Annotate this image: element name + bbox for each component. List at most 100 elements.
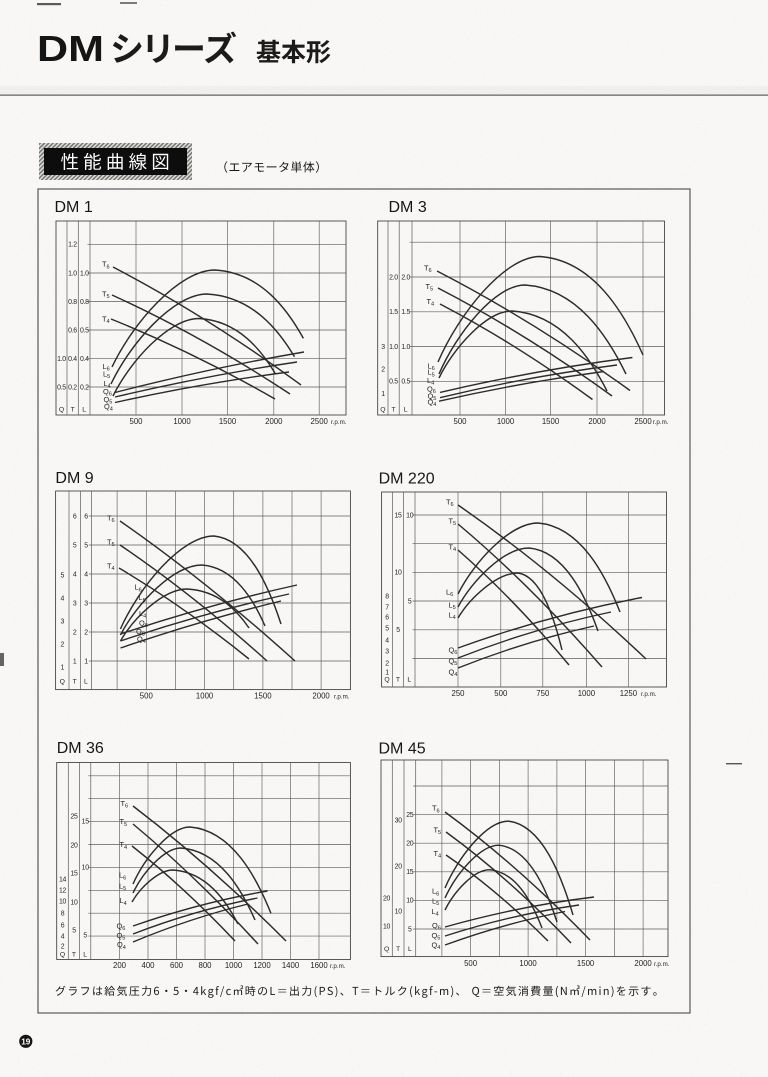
svg-text:Q: Q [380, 407, 385, 414]
svg-text:0.8: 0.8 [68, 299, 77, 306]
svg-text:30: 30 [395, 817, 403, 824]
svg-text:2: 2 [73, 629, 77, 636]
svg-text:2.0: 2.0 [389, 274, 398, 281]
svg-text:5: 5 [385, 625, 389, 632]
svg-text:T6: T6 [446, 498, 454, 509]
svg-text:L4: L4 [104, 379, 111, 390]
svg-text:1.0: 1.0 [401, 344, 410, 351]
svg-text:Q5: Q5 [136, 627, 145, 638]
svg-text:8: 8 [385, 593, 389, 600]
svg-text:4: 4 [385, 637, 389, 644]
svg-text:20: 20 [383, 895, 391, 902]
svg-text:Q: Q [60, 952, 65, 959]
svg-text:T: T [72, 952, 76, 959]
svg-text:L6: L6 [119, 871, 126, 882]
svg-text:L4: L4 [427, 376, 434, 387]
svg-text:3: 3 [84, 600, 88, 607]
svg-text:1000: 1000 [196, 692, 214, 701]
svg-text:2000: 2000 [312, 692, 330, 701]
svg-text:500: 500 [453, 417, 467, 426]
svg-text:15: 15 [406, 869, 414, 876]
svg-text:T: T [396, 946, 400, 953]
svg-text:1500: 1500 [577, 959, 595, 968]
svg-text:r.p.m.: r.p.m. [330, 963, 346, 970]
svg-text:L6: L6 [428, 362, 435, 373]
svg-text:10: 10 [383, 923, 391, 930]
svg-text:0.2: 0.2 [68, 384, 77, 391]
svg-text:r.p.m.: r.p.m. [334, 694, 350, 701]
svg-text:Q: Q [384, 677, 389, 684]
svg-text:1500: 1500 [542, 417, 560, 426]
svg-text:0.4: 0.4 [68, 356, 77, 363]
svg-text:T4: T4 [427, 297, 435, 308]
svg-text:25: 25 [406, 812, 414, 819]
svg-text:L: L [408, 946, 412, 953]
svg-text:10: 10 [394, 570, 402, 577]
svg-text:5: 5 [84, 542, 88, 549]
svg-text:L5: L5 [432, 897, 439, 908]
svg-text:10: 10 [395, 908, 403, 915]
svg-text:10: 10 [70, 899, 78, 906]
svg-text:L4: L4 [139, 609, 146, 620]
svg-text:200: 200 [113, 961, 127, 970]
svg-text:0.4: 0.4 [80, 356, 89, 363]
svg-text:10: 10 [406, 898, 414, 905]
svg-text:4: 4 [61, 933, 65, 940]
svg-text:1: 1 [385, 669, 389, 676]
svg-text:Q4: Q4 [104, 402, 113, 413]
svg-text:1000: 1000 [497, 417, 515, 426]
svg-text:2.0: 2.0 [401, 274, 410, 281]
svg-text:19: 19 [21, 1037, 31, 1046]
svg-text:DM 3: DM 3 [389, 199, 427, 216]
svg-text:DM: DM [37, 28, 104, 69]
svg-text:Q4: Q4 [428, 398, 437, 409]
svg-text:3: 3 [61, 618, 65, 625]
svg-text:Q4: Q4 [137, 634, 146, 645]
svg-text:4: 4 [73, 571, 77, 578]
svg-text:250: 250 [451, 689, 465, 698]
svg-text:1500: 1500 [254, 692, 272, 701]
svg-text:Q6: Q6 [139, 619, 148, 630]
svg-text:2500: 2500 [634, 417, 652, 426]
svg-text:1.0: 1.0 [80, 270, 89, 277]
svg-text:10: 10 [406, 512, 414, 519]
svg-text:1200: 1200 [253, 961, 271, 970]
svg-text:6: 6 [61, 922, 65, 929]
svg-text:2500: 2500 [311, 417, 329, 426]
svg-text:5: 5 [83, 932, 87, 939]
svg-text:r.p.m.: r.p.m. [641, 691, 657, 698]
svg-text:1: 1 [73, 658, 77, 665]
svg-text:T6: T6 [102, 260, 110, 271]
svg-text:T4: T4 [449, 543, 457, 554]
svg-text:L6: L6 [432, 887, 439, 898]
svg-text:0.5: 0.5 [80, 327, 89, 334]
svg-text:Q5: Q5 [428, 391, 437, 402]
svg-text:2: 2 [61, 641, 65, 648]
svg-text:T4: T4 [107, 562, 115, 573]
svg-text:10: 10 [59, 898, 67, 905]
svg-text:T5: T5 [102, 290, 110, 301]
svg-text:T: T [71, 407, 75, 414]
svg-text:0.5: 0.5 [57, 384, 66, 391]
svg-text:T5: T5 [107, 538, 115, 549]
svg-text:1.0: 1.0 [68, 270, 77, 277]
svg-text:DM 9: DM 9 [55, 470, 93, 487]
svg-text:1: 1 [61, 664, 65, 671]
svg-text:5: 5 [408, 598, 412, 605]
svg-text:0.2: 0.2 [80, 384, 89, 391]
svg-text:T: T [396, 677, 400, 684]
svg-text:0.8: 0.8 [80, 299, 89, 306]
svg-text:4: 4 [61, 595, 65, 602]
svg-text:25: 25 [70, 813, 78, 820]
svg-text:15: 15 [394, 512, 402, 519]
svg-text:15: 15 [82, 818, 90, 825]
svg-text:12: 12 [59, 887, 67, 894]
svg-text:5: 5 [72, 927, 76, 934]
svg-text:20: 20 [70, 842, 78, 849]
svg-text:r.p.m.: r.p.m. [654, 961, 670, 968]
svg-text:L6: L6 [446, 588, 453, 599]
svg-text:DM 1: DM 1 [55, 199, 93, 216]
svg-text:Q6: Q6 [427, 384, 436, 395]
svg-text:T6: T6 [107, 514, 115, 525]
svg-text:Q5: Q5 [104, 395, 113, 406]
